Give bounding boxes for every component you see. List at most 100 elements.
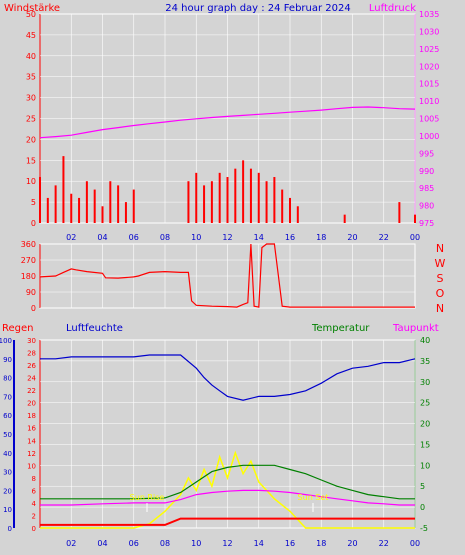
series-layer	[39, 106, 416, 529]
wind-bar	[296, 206, 299, 223]
wind-bar	[273, 177, 276, 223]
time-tick-label: 22	[379, 539, 389, 548]
direction-tick-label: 0	[31, 304, 36, 313]
solar-line	[40, 450, 415, 529]
humidity-tick-label: 20	[3, 487, 12, 495]
wind-bar	[46, 197, 49, 223]
wind-tick-label: 40	[26, 52, 36, 61]
humidity-tick-label: 0	[8, 525, 12, 533]
wind-tick-label: 25	[26, 115, 36, 124]
wind-tick-label: 5	[31, 198, 36, 207]
dewpoint-legend-label: Taupunkt	[392, 323, 439, 334]
time-tick-label: 04	[97, 233, 107, 242]
humidity-tick-label: 100	[0, 337, 12, 345]
direction-letter: O	[436, 287, 445, 300]
pressure-tick-label: 995	[419, 149, 434, 158]
wind-bar	[281, 189, 284, 223]
direction-letter: S	[437, 272, 444, 285]
temp-tick-label: 40	[420, 336, 430, 345]
sunset-label: Sun Set	[298, 493, 329, 502]
humidity-tick-label: 70	[3, 393, 12, 401]
wind-bar	[101, 206, 104, 223]
temp-tick-label: 30	[420, 378, 430, 387]
temperature-line	[40, 464, 415, 500]
direction-tick-label: 270	[21, 256, 36, 265]
humidity-tick-label: 60	[3, 412, 12, 420]
direction-line	[39, 243, 415, 308]
humidity-line	[40, 354, 416, 401]
temp-tick-label: 10	[420, 461, 430, 470]
wind-bar	[289, 197, 291, 223]
wind-tick-label: 15	[26, 156, 36, 165]
humidity-legend-label: Luftfeuchte	[66, 323, 123, 334]
rain-tick-label: 0	[32, 525, 36, 533]
wind-tick-label: 10	[26, 177, 36, 186]
pressure-tick-label: 980	[419, 202, 434, 211]
time-tick-label: 20	[347, 539, 357, 548]
direction-tick-label: 90	[26, 288, 36, 297]
humidity-tick-label: 10	[3, 506, 12, 514]
time-tick-label: 22	[379, 233, 389, 242]
rain-tick-label: 22	[27, 387, 36, 395]
time-tick-label: 08	[160, 539, 170, 548]
temp-tick-label: 20	[420, 420, 430, 429]
wind-bar	[62, 156, 65, 223]
rain-tick-label: 16	[27, 425, 36, 433]
rain-line	[40, 517, 415, 526]
time-tick-label: 14	[254, 539, 264, 548]
humidity-tick-label: 30	[3, 469, 12, 477]
rain-tick-label: 18	[27, 412, 36, 420]
pressure-tick-label: 1020	[419, 62, 439, 71]
wind-bar	[242, 160, 245, 223]
time-tick-label: 18	[316, 539, 326, 548]
wind-tick-label: 50	[26, 10, 36, 19]
wind-bar	[218, 172, 221, 223]
pressure-tick-label: 1015	[419, 80, 439, 89]
wind-bar	[210, 181, 213, 223]
wind-tick-label: 0	[31, 219, 36, 228]
wind-bar	[78, 197, 81, 223]
time-tick-label: 20	[347, 233, 357, 242]
time-tick-label: 08	[160, 233, 170, 242]
wind-tick-label: 30	[26, 94, 36, 103]
wind-bar	[124, 202, 127, 223]
wind-axis-title: Windstärke	[4, 3, 60, 14]
temp-tick-label: 0	[420, 503, 425, 512]
temp-tick-label: 15	[420, 440, 430, 449]
chart-title: 24 hour graph day : 24 Februar 2024	[165, 3, 350, 14]
pressure-tick-label: 1000	[419, 132, 439, 141]
wind-tick-label: 20	[26, 135, 36, 144]
rain-tick-label: 20	[27, 400, 36, 408]
wind-bar	[343, 214, 346, 223]
direction-tick-label: 180	[21, 272, 36, 281]
wind-bar	[226, 177, 229, 223]
wind-bar	[414, 214, 416, 223]
wind-bar	[117, 185, 120, 223]
temperature-legend-label: Temperatur	[311, 323, 370, 334]
pressure-tick-label: 985	[419, 184, 434, 193]
direction-letter: N	[436, 242, 444, 255]
rain-tick-label: 6	[32, 487, 37, 495]
wind-tick-label: 45	[26, 31, 36, 40]
time-tick-label: 06	[129, 539, 139, 548]
rain-tick-label: 2	[32, 512, 36, 520]
wind-bar	[132, 189, 135, 223]
rain-tick-label: 8	[32, 475, 36, 483]
wind-bar	[54, 185, 57, 223]
temp-tick-label: -5	[420, 524, 428, 533]
rain-legend-label: Regen	[2, 323, 34, 334]
direction-letter: N	[436, 302, 444, 315]
grid-layer	[40, 13, 416, 529]
time-tick-label: 00	[410, 539, 420, 548]
rain-tick-label: 12	[27, 450, 36, 458]
time-tick-label: 04	[97, 539, 107, 548]
humidity-tick-label: 90	[3, 356, 12, 364]
direction-tick-label: 360	[21, 240, 36, 249]
wind-bar	[70, 193, 73, 223]
wind-bar	[109, 181, 112, 223]
time-tick-label: 00	[410, 233, 420, 242]
wind-bar	[93, 189, 96, 223]
